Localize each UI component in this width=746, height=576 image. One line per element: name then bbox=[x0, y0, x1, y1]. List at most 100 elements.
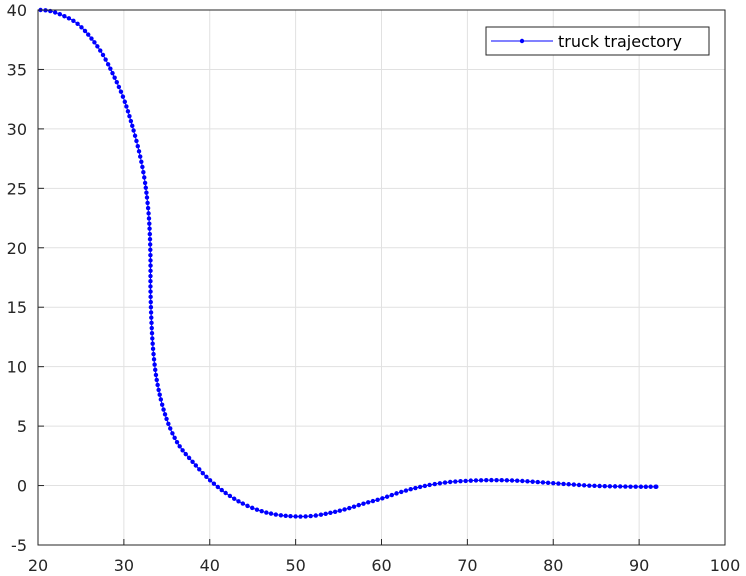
series-marker bbox=[219, 487, 224, 493]
series-marker bbox=[223, 490, 228, 496]
x-tick-label: 30 bbox=[114, 556, 134, 575]
series-marker bbox=[156, 387, 161, 393]
series-marker bbox=[136, 149, 142, 154]
series-marker bbox=[197, 467, 202, 472]
series-marker bbox=[155, 382, 160, 388]
series-marker bbox=[148, 263, 153, 268]
legend: truck trajectory bbox=[485, 26, 710, 56]
legend-label: truck trajectory bbox=[558, 32, 682, 51]
series-marker bbox=[148, 284, 153, 289]
x-tick-label: 90 bbox=[629, 556, 649, 575]
x-tick-label: 80 bbox=[543, 556, 563, 575]
series-marker bbox=[122, 99, 128, 104]
series-marker bbox=[146, 216, 152, 221]
series-marker bbox=[587, 483, 592, 488]
series-marker bbox=[150, 341, 155, 346]
series-marker bbox=[135, 143, 140, 149]
series-marker bbox=[427, 482, 432, 488]
series-marker bbox=[100, 52, 106, 58]
series-marker bbox=[125, 109, 131, 114]
series-marker bbox=[132, 133, 138, 138]
series-marker bbox=[540, 480, 546, 485]
series-marker bbox=[75, 21, 80, 27]
series-marker bbox=[110, 70, 115, 76]
series-marker bbox=[264, 510, 269, 515]
series-marker bbox=[494, 477, 499, 483]
series-marker bbox=[162, 412, 168, 417]
series-marker bbox=[356, 502, 361, 508]
series-marker bbox=[370, 498, 376, 504]
series-marker bbox=[556, 481, 561, 486]
y-tick-label: 40 bbox=[7, 1, 27, 20]
series-marker bbox=[153, 367, 158, 373]
series-marker bbox=[530, 479, 535, 484]
series-marker bbox=[520, 478, 525, 484]
series-marker bbox=[227, 493, 233, 499]
y-tick-label: 15 bbox=[7, 298, 27, 317]
series-marker bbox=[204, 474, 209, 480]
series-marker bbox=[161, 407, 166, 412]
series-marker bbox=[147, 226, 152, 231]
series-marker bbox=[448, 479, 453, 485]
series-marker bbox=[268, 511, 274, 516]
series-marker bbox=[112, 75, 117, 80]
series-marker bbox=[82, 28, 88, 34]
series-marker bbox=[413, 485, 418, 491]
series-marker bbox=[180, 448, 185, 453]
series-marker bbox=[145, 205, 151, 211]
series-marker bbox=[148, 279, 153, 284]
y-axis-tick-labels: -5 0 5 10 15 20 25 30 35 40 bbox=[7, 1, 27, 555]
series-marker bbox=[149, 315, 154, 320]
series-marker bbox=[207, 478, 213, 483]
series-marker bbox=[148, 268, 153, 274]
series-marker bbox=[89, 36, 94, 41]
series-marker bbox=[148, 258, 153, 263]
series-marker bbox=[71, 18, 76, 24]
series-marker bbox=[581, 483, 587, 488]
series-marker bbox=[384, 494, 390, 499]
series-marker bbox=[134, 138, 139, 144]
series-marker bbox=[602, 483, 607, 489]
y-tick-label: 5 bbox=[17, 417, 27, 436]
y-tick-label: -5 bbox=[11, 536, 27, 555]
series-marker bbox=[468, 478, 474, 483]
series-marker bbox=[254, 507, 260, 512]
series-marker bbox=[151, 351, 156, 357]
series-marker bbox=[648, 484, 653, 489]
series-marker bbox=[273, 512, 279, 517]
series-marker bbox=[283, 513, 288, 519]
series-marker bbox=[190, 459, 195, 464]
series-marker bbox=[130, 123, 135, 129]
y-tick-label: 25 bbox=[7, 179, 27, 198]
series-marker bbox=[116, 84, 122, 90]
series-marker bbox=[141, 169, 146, 175]
series-marker bbox=[142, 175, 147, 180]
y-tick-label: 35 bbox=[7, 60, 27, 79]
series-marker bbox=[86, 32, 91, 37]
series-marker bbox=[361, 501, 366, 506]
series-marker bbox=[337, 508, 343, 513]
series-marker bbox=[98, 48, 103, 53]
series-marker bbox=[120, 94, 126, 99]
x-tick-label: 100 bbox=[710, 556, 741, 575]
series-marker bbox=[389, 492, 395, 498]
series-marker bbox=[158, 397, 164, 402]
series-marker bbox=[478, 478, 484, 483]
series-marker bbox=[545, 480, 551, 486]
x-tick-label: 70 bbox=[457, 556, 477, 575]
series-marker bbox=[95, 44, 100, 49]
series-marker bbox=[380, 496, 385, 501]
series-marker bbox=[66, 16, 72, 21]
series-marker bbox=[654, 484, 659, 489]
x-axis-tick-labels: 20 30 40 50 60 70 80 90 100 bbox=[28, 556, 740, 575]
series-marker bbox=[633, 484, 638, 489]
series-marker bbox=[618, 484, 623, 489]
series-marker bbox=[432, 481, 437, 487]
y-tick-label: 10 bbox=[7, 358, 27, 377]
series-marker bbox=[62, 14, 67, 19]
y-tick-label: 30 bbox=[7, 120, 27, 139]
series-marker bbox=[240, 501, 246, 506]
series-marker bbox=[147, 242, 153, 247]
series-marker bbox=[148, 273, 153, 279]
